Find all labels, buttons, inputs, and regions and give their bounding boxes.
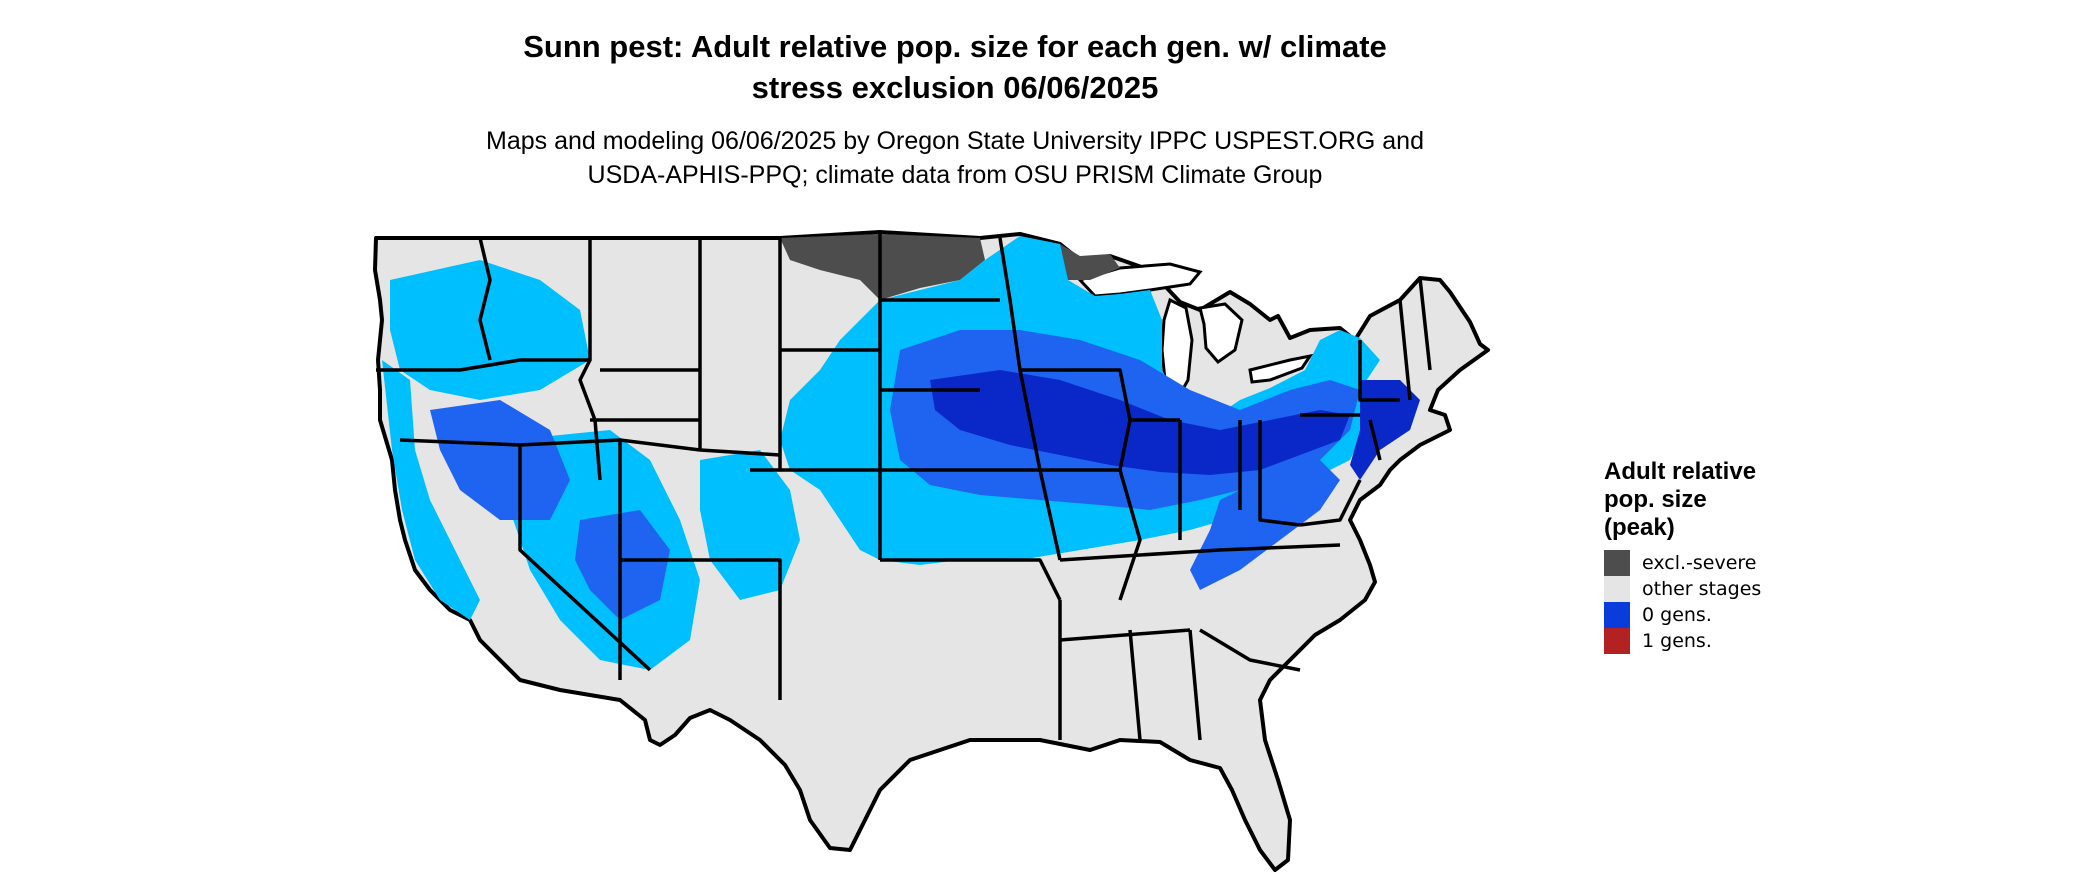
light-blue-zone-west-coast (382, 360, 480, 620)
legend-item-other-stages: other stages (1604, 576, 1844, 602)
map-subtitle-line2: USDA-APHIS-PPQ; climate data from OSU PR… (587, 161, 1323, 189)
map-subtitle: Maps and modeling 06/06/2025 by Oregon S… (380, 124, 1530, 192)
light-blue-zone-rockies (700, 450, 800, 600)
legend: Adult relative pop. size (peak) excl.-se… (1604, 458, 1844, 654)
legend-title-line2: pop. size (1604, 486, 1707, 513)
legend-item-1-gens: 1 gens. (1604, 628, 1844, 654)
legend-title: Adult relative pop. size (peak) (1604, 458, 1844, 542)
legend-item-0-gens: 0 gens. (1604, 602, 1844, 628)
excluded-region-minnesota (1055, 244, 1120, 280)
legend-swatch-0-gens (1604, 602, 1630, 628)
state-borders (376, 234, 1432, 741)
legend-swatch-other-stages (1604, 576, 1630, 602)
us-map (320, 220, 1600, 895)
dark-blue-zone-northeast (1350, 380, 1420, 480)
excluded-region-north-dakota (780, 234, 985, 300)
legend-swatch-excluded (1604, 550, 1630, 576)
map-title-line2: stress exclusion 06/06/2025 (751, 70, 1159, 105)
light-blue-zone-northwest (390, 260, 590, 400)
legend-label-other-stages: other stages (1642, 578, 1762, 600)
map-title: Sunn pest: Adult relative pop. size for … (380, 26, 1530, 108)
legend-label-excluded: excl.-severe (1642, 552, 1757, 574)
legend-item-excluded: excl.-severe (1604, 550, 1844, 576)
legend-title-line1: Adult relative (1604, 458, 1757, 485)
map-subtitle-line1: Maps and modeling 06/06/2025 by Oregon S… (486, 127, 1424, 155)
legend-label-0-gens: 0 gens. (1642, 604, 1712, 626)
legend-title-line3: (peak) (1604, 514, 1675, 541)
legend-swatch-1-gens (1604, 628, 1630, 654)
map-title-line1: Sunn pest: Adult relative pop. size for … (523, 29, 1387, 64)
mid-blue-zone-appalachia (1190, 460, 1340, 590)
legend-label-1-gens: 1 gens. (1642, 630, 1712, 652)
lake-huron (1198, 302, 1244, 365)
mid-blue-zone-colorado-plateau (575, 510, 670, 620)
mid-blue-zone-great-basin (430, 400, 570, 520)
lake-erie (1248, 353, 1314, 384)
us-map-svg (373, 230, 1490, 872)
